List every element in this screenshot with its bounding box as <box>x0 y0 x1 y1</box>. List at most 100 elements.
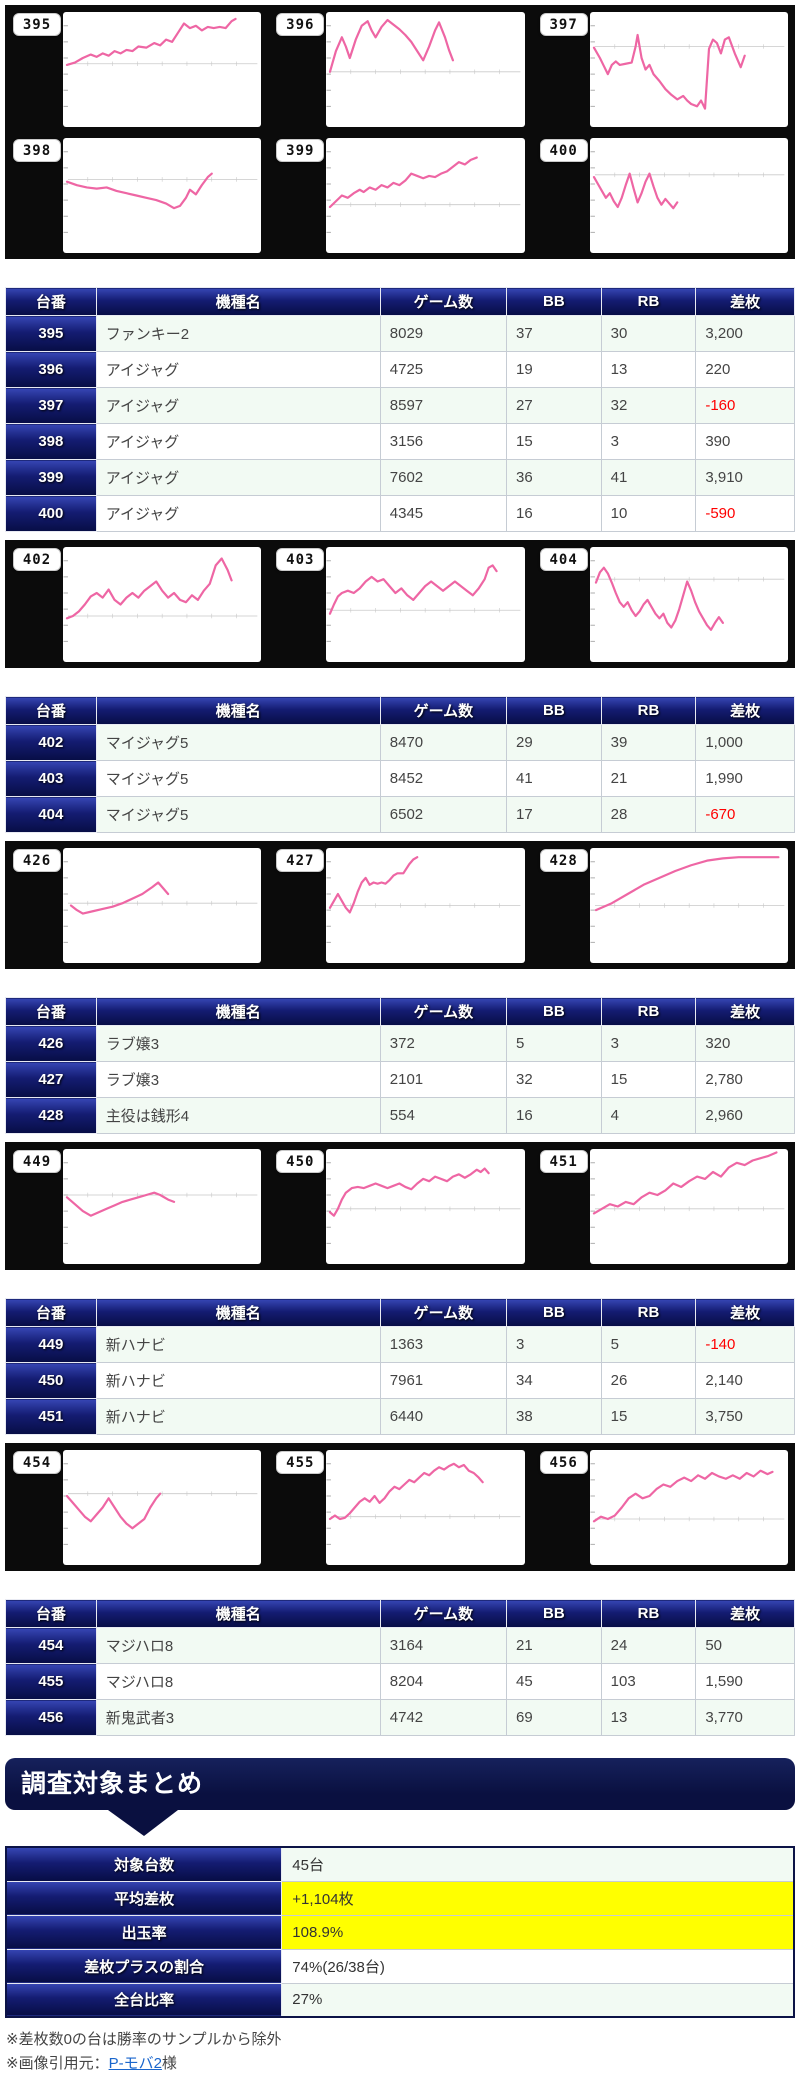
slump-graph-canvas <box>63 1450 262 1565</box>
machine-data-table: 台番 機種名 ゲーム数 BB RB 差枚 454 マジハロ8 3164 21 24 50 455 マジハロ… <box>5 1599 795 1736</box>
table-row: 397 アイジャグ 8597 27 32 -160 <box>5 387 795 424</box>
cell-rb: 30 <box>600 315 697 352</box>
source-link[interactable]: P-モバ2 <box>108 2055 162 2072</box>
cell-machine-no: 396 <box>5 351 97 388</box>
cell-rb: 4 <box>600 1097 697 1134</box>
slump-graph <box>326 138 524 253</box>
cell-machine-no: 400 <box>5 495 97 532</box>
cell-machine-name: 主役は銭形4 <box>95 1097 381 1134</box>
col-header-unit: 台番 <box>5 1599 97 1628</box>
col-header-diff: 差枚 <box>695 696 795 725</box>
slump-graph-canvas <box>326 1450 525 1565</box>
col-header-games: ゲーム数 <box>379 287 508 316</box>
cell-machine-no: 427 <box>5 1061 97 1098</box>
summary-value: 27% <box>281 1982 795 2018</box>
machine-number-badge: 398 <box>13 139 61 162</box>
cell-rb: 28 <box>600 796 697 833</box>
cell-rb: 13 <box>600 1699 697 1736</box>
machine-chart-panel: 395 <box>5 6 268 132</box>
col-header-unit: 台番 <box>5 1298 97 1327</box>
summary-row: 平均差枚 +1,104枚 <box>5 1880 795 1916</box>
cell-diff: 2,140 <box>695 1362 795 1399</box>
cell-diff: 220 <box>695 351 795 388</box>
cell-machine-no: 455 <box>5 1663 97 1700</box>
cell-games: 8029 <box>379 315 508 352</box>
cell-machine-no: 426 <box>5 1025 97 1062</box>
table-header-row: 台番 機種名 ゲーム数 BB RB 差枚 <box>5 997 795 1026</box>
cell-bb: 27 <box>506 387 602 424</box>
table-header-row: 台番 機種名 ゲーム数 BB RB 差枚 <box>5 696 795 725</box>
cell-machine-name: アイジャグ <box>95 423 381 460</box>
chart-row: 426 427 428 <box>5 842 795 968</box>
cell-diff: 3,750 <box>695 1398 795 1435</box>
summary-value: 108.9% <box>281 1914 795 1950</box>
cell-diff: 320 <box>695 1025 795 1062</box>
machine-data-table: 台番 機種名 ゲーム数 BB RB 差枚 449 新ハナビ 1363 3 5 -140 450 新ハナビ 7… <box>5 1298 795 1435</box>
footnotes: ※差枚数0の台は勝率のサンプルから除外 ※画像引用元：P-モバ2様 <box>6 2028 794 2076</box>
summary-value: 74%(26/38台) <box>281 1948 795 1984</box>
payout-line <box>594 1152 776 1213</box>
slump-graph-canvas <box>589 12 788 127</box>
machine-data-table: 台番 機種名 ゲーム数 BB RB 差枚 402 マイジャグ5 8470 29 39 1,000 403… <box>5 696 795 833</box>
slump-graph <box>326 547 524 662</box>
cell-machine-name: マイジャグ5 <box>95 760 381 797</box>
table-row: 450 新ハナビ 7961 34 26 2,140 <box>5 1362 795 1399</box>
machine-chart-panel: 449 <box>5 1143 268 1269</box>
slump-graph-canvas <box>589 547 788 662</box>
cell-games: 7602 <box>379 459 508 496</box>
cell-rb: 103 <box>600 1663 697 1700</box>
cell-bb: 38 <box>506 1398 602 1435</box>
machine-number-badge: 454 <box>13 1451 61 1474</box>
slump-graph-canvas <box>63 12 262 127</box>
slump-graph <box>63 138 261 253</box>
machine-number-badge: 395 <box>13 13 61 36</box>
cell-games: 8204 <box>379 1663 508 1700</box>
machine-chart-panel: 456 <box>532 1444 795 1570</box>
table-header-row: 台番 機種名 ゲーム数 BB RB 差枚 <box>5 1599 795 1628</box>
machine-chart-panel: 454 <box>5 1444 268 1570</box>
table-row: 427 ラブ嬢3 2101 32 15 2,780 <box>5 1061 795 1098</box>
cell-games: 3156 <box>379 423 508 460</box>
cell-machine-no: 449 <box>5 1326 97 1363</box>
cell-diff: 1,000 <box>695 724 795 761</box>
chart-row: 449 450 451 <box>5 1143 795 1269</box>
table-row: 404 マイジャグ5 6502 17 28 -670 <box>5 796 795 833</box>
slump-graph <box>590 848 788 963</box>
col-header-bb: BB <box>506 997 602 1026</box>
col-header-games: ゲーム数 <box>379 696 508 725</box>
slump-graph <box>590 1450 788 1565</box>
summary-label: 対象台数 <box>5 1846 283 1882</box>
machine-number-badge: 396 <box>276 13 325 36</box>
summary-title: 調査対象まとめ <box>5 1758 795 1810</box>
machine-chart-panel: 396 <box>268 6 531 132</box>
chart-block: 395 396 397 398 399 400 <box>5 5 795 259</box>
payout-line <box>67 559 232 619</box>
summary-table: 対象台数 45台 平均差枚 +1,104枚 出玉率 108.9% 差枚プラスの割合 74%(2… <box>5 1846 795 2018</box>
summary-value: 45台 <box>281 1846 795 1882</box>
machine-chart-panel: 451 <box>532 1143 795 1269</box>
col-header-rb: RB <box>600 1599 697 1628</box>
cell-rb: 26 <box>600 1362 697 1399</box>
payout-line <box>67 1494 160 1529</box>
machine-chart-panel: 398 <box>5 132 268 258</box>
col-header-bb: BB <box>506 287 602 316</box>
cell-machine-name: ラブ嬢3 <box>95 1061 381 1098</box>
cell-machine-no: 428 <box>5 1097 97 1134</box>
cell-rb: 41 <box>600 459 697 496</box>
cell-diff: 1,990 <box>695 760 795 797</box>
payout-line <box>330 20 453 72</box>
cell-machine-name: マイジャグ5 <box>95 724 381 761</box>
machine-number-badge: 428 <box>539 849 588 872</box>
payout-line <box>67 1193 174 1216</box>
cell-bb: 19 <box>506 351 602 388</box>
col-header-model: 機種名 <box>95 287 381 316</box>
cell-machine-name: 新ハナビ <box>95 1362 381 1399</box>
slump-graph <box>63 1450 261 1565</box>
slump-graph-canvas <box>326 12 525 127</box>
col-header-model: 機種名 <box>95 1298 381 1327</box>
col-header-bb: BB <box>506 696 602 725</box>
machine-number-badge: 427 <box>276 849 325 872</box>
cell-machine-no: 395 <box>5 315 97 352</box>
table-row: 403 マイジャグ5 8452 41 21 1,990 <box>5 760 795 797</box>
slump-graph <box>326 1450 524 1565</box>
